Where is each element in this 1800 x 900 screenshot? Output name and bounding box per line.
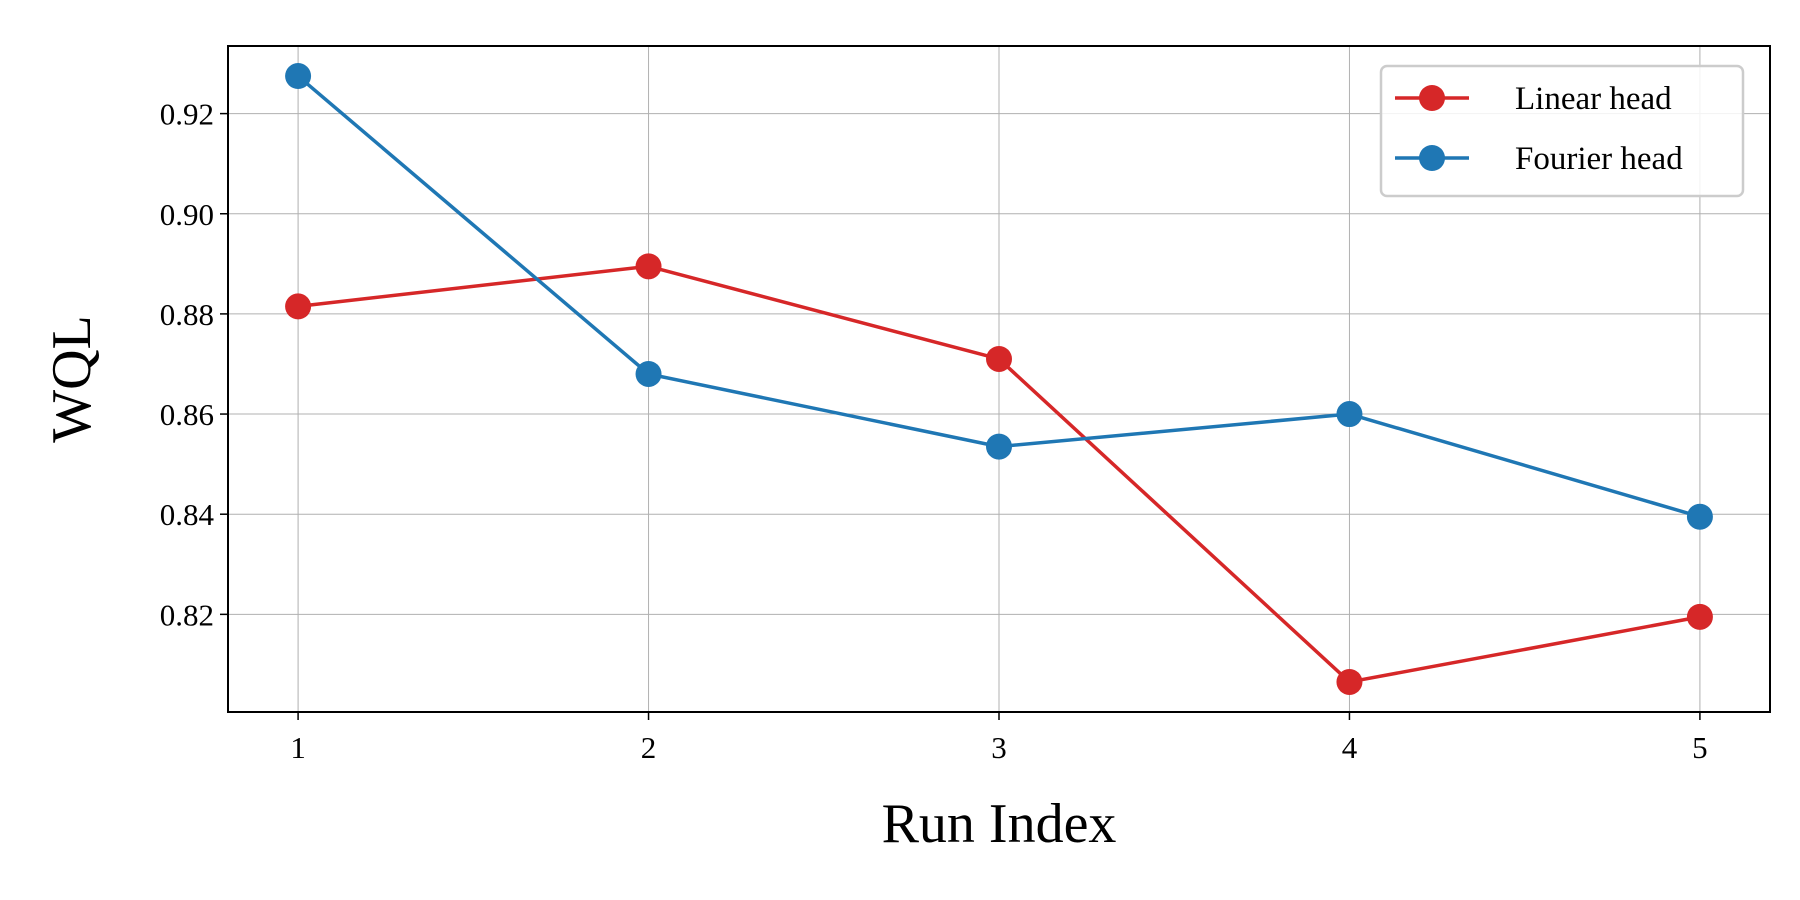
legend-item: Linear head: [1395, 81, 1672, 117]
data-point: [986, 345, 1012, 372]
data-point: [1686, 503, 1713, 530]
data-point: [986, 433, 1012, 460]
y-tick-label: 0.92: [160, 97, 214, 132]
data-point: [1686, 603, 1713, 630]
data-point: [1336, 401, 1363, 428]
legend-item: Fourier head: [1395, 141, 1683, 177]
legend: Linear head Fourier head: [1379, 64, 1745, 198]
data-point: [1336, 668, 1363, 695]
data-point: [285, 293, 312, 320]
y-axis-title: WQL: [41, 315, 103, 443]
data-point: [635, 360, 662, 387]
series-1: [285, 63, 1713, 530]
x-axis-title: Run Index: [882, 793, 1117, 855]
y-tick-label: 0.82: [160, 597, 214, 632]
grid-lines: [228, 46, 1770, 712]
series-0: [285, 253, 1713, 695]
legend-marker: [1419, 145, 1445, 171]
legend-label: Linear head: [1515, 81, 1672, 117]
data-point: [285, 63, 312, 90]
legend-box: [1379, 64, 1745, 198]
legend-marker: [1419, 85, 1445, 111]
y-tick-label: 0.90: [160, 197, 214, 232]
data-point: [635, 253, 662, 280]
y-tick-label: 0.84: [160, 497, 215, 532]
y-tick-label: 0.88: [160, 297, 214, 332]
x-tick-label: 3: [991, 730, 1007, 765]
x-tick-label: 1: [290, 730, 306, 765]
x-tick-label: 4: [1342, 730, 1358, 765]
x-tick-label: 2: [641, 730, 657, 765]
legend-label: Fourier head: [1515, 141, 1683, 177]
y-tick-label: 0.86: [160, 397, 214, 432]
axis-ticks: 1 2 3 4 5 0.82 0.84 0.86 0.88 0.90 0.92: [160, 97, 1708, 765]
series-layer: [285, 63, 1713, 695]
x-tick-label: 5: [1692, 730, 1708, 765]
